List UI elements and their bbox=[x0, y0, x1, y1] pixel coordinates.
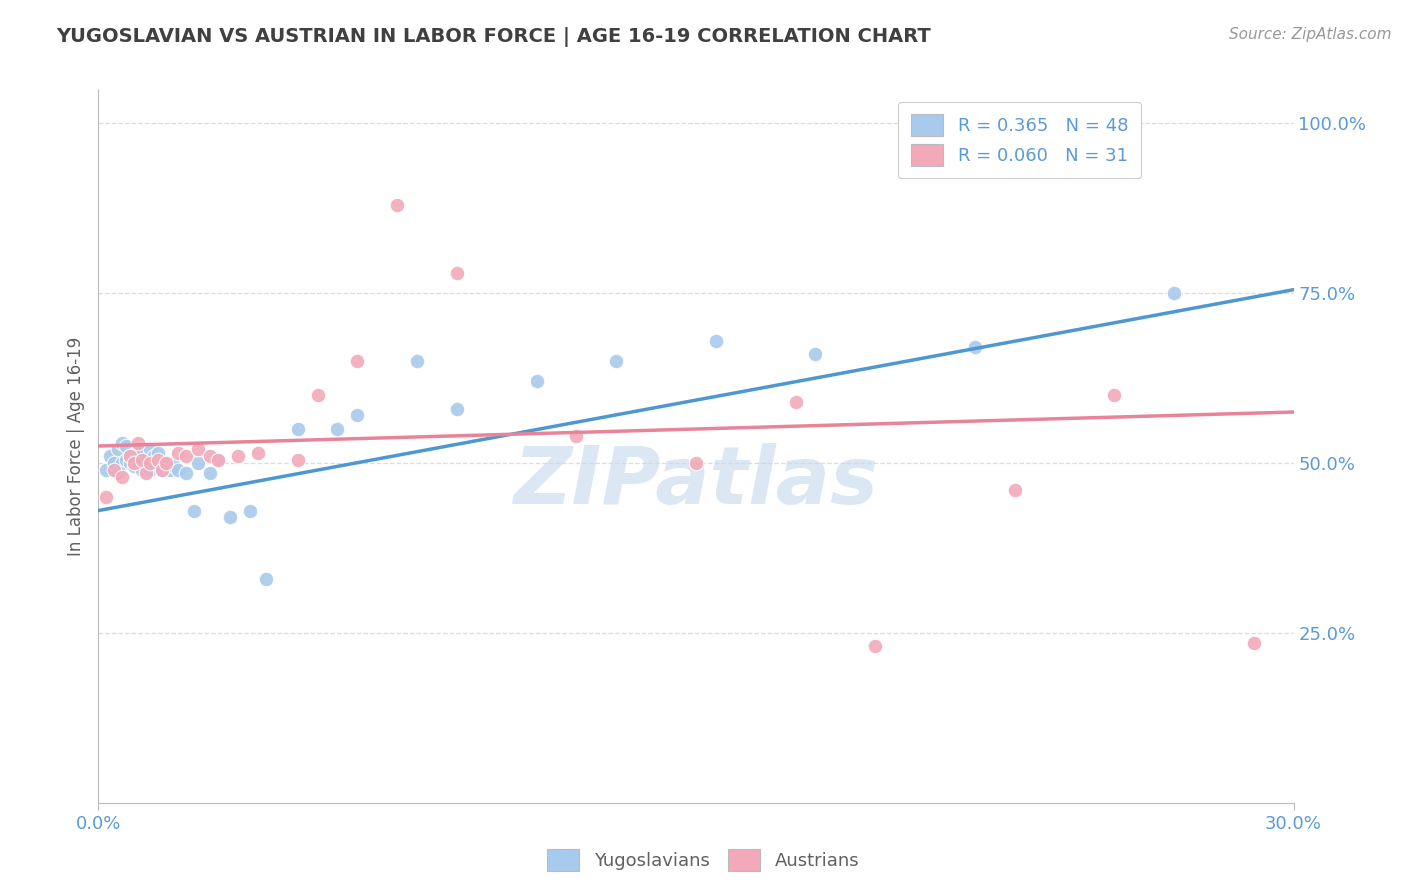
Point bbox=[1243, 636, 1265, 650]
Point bbox=[150, 463, 173, 477]
Point bbox=[115, 439, 138, 453]
Point bbox=[326, 422, 349, 436]
Point bbox=[124, 459, 146, 474]
Point bbox=[115, 452, 138, 467]
Point bbox=[155, 456, 177, 470]
Point bbox=[155, 456, 177, 470]
Point bbox=[107, 442, 129, 457]
Point bbox=[167, 463, 190, 477]
Point bbox=[605, 354, 627, 368]
Point bbox=[167, 446, 190, 460]
Point bbox=[526, 375, 548, 389]
Point bbox=[307, 388, 329, 402]
Point bbox=[963, 341, 986, 355]
Point bbox=[131, 452, 153, 467]
Point bbox=[1004, 483, 1026, 498]
Point bbox=[111, 435, 134, 450]
Point bbox=[150, 463, 173, 477]
Point bbox=[785, 394, 807, 409]
Point bbox=[111, 469, 134, 483]
Point bbox=[685, 456, 707, 470]
Point bbox=[704, 334, 727, 348]
Point bbox=[246, 446, 269, 460]
Point bbox=[111, 456, 134, 470]
Point bbox=[183, 503, 205, 517]
Point bbox=[446, 401, 468, 416]
Point bbox=[385, 198, 409, 212]
Point bbox=[1102, 388, 1125, 402]
Point bbox=[207, 452, 229, 467]
Point bbox=[98, 449, 122, 463]
Point bbox=[148, 452, 170, 467]
Point bbox=[226, 449, 249, 463]
Point bbox=[148, 446, 170, 460]
Point bbox=[198, 449, 221, 463]
Point bbox=[135, 452, 157, 467]
Point bbox=[127, 442, 149, 457]
Point bbox=[148, 452, 170, 467]
Point bbox=[198, 466, 221, 480]
Point bbox=[103, 456, 125, 470]
Y-axis label: In Labor Force | Age 16-19: In Labor Force | Age 16-19 bbox=[66, 336, 84, 556]
Point bbox=[127, 435, 149, 450]
Legend: R = 0.365   N = 48, R = 0.060   N = 31: R = 0.365 N = 48, R = 0.060 N = 31 bbox=[898, 102, 1142, 178]
Point bbox=[254, 572, 277, 586]
Point bbox=[239, 503, 262, 517]
Point bbox=[96, 463, 118, 477]
Text: YUGOSLAVIAN VS AUSTRIAN IN LABOR FORCE | AGE 16-19 CORRELATION CHART: YUGOSLAVIAN VS AUSTRIAN IN LABOR FORCE |… bbox=[56, 27, 931, 46]
Point bbox=[139, 442, 162, 457]
Point bbox=[120, 456, 142, 470]
Point bbox=[143, 449, 166, 463]
Point bbox=[346, 354, 368, 368]
Point bbox=[127, 446, 149, 460]
Point bbox=[159, 463, 181, 477]
Point bbox=[107, 466, 129, 480]
Point bbox=[1163, 286, 1185, 301]
Legend: Yugoslavians, Austrians: Yugoslavians, Austrians bbox=[540, 842, 866, 879]
Point bbox=[124, 456, 146, 470]
Point bbox=[139, 463, 162, 477]
Point bbox=[406, 354, 429, 368]
Point bbox=[127, 456, 149, 470]
Point bbox=[103, 463, 125, 477]
Point bbox=[207, 452, 229, 467]
Point bbox=[804, 347, 827, 361]
Text: ZIPatlas: ZIPatlas bbox=[513, 442, 879, 521]
Point bbox=[565, 429, 588, 443]
Point bbox=[187, 456, 209, 470]
Point bbox=[219, 510, 242, 524]
Point bbox=[150, 456, 173, 470]
Point bbox=[131, 463, 153, 477]
Point bbox=[174, 466, 197, 480]
Point bbox=[139, 456, 162, 470]
Point bbox=[187, 442, 209, 457]
Point bbox=[120, 449, 142, 463]
Point bbox=[135, 466, 157, 480]
Point bbox=[287, 422, 309, 436]
Point bbox=[346, 409, 368, 423]
Point bbox=[863, 640, 886, 654]
Point bbox=[96, 490, 118, 504]
Point bbox=[287, 452, 309, 467]
Point bbox=[174, 449, 197, 463]
Point bbox=[120, 449, 142, 463]
Point bbox=[135, 459, 157, 474]
Text: Source: ZipAtlas.com: Source: ZipAtlas.com bbox=[1229, 27, 1392, 42]
Point bbox=[163, 459, 186, 474]
Point bbox=[446, 266, 468, 280]
